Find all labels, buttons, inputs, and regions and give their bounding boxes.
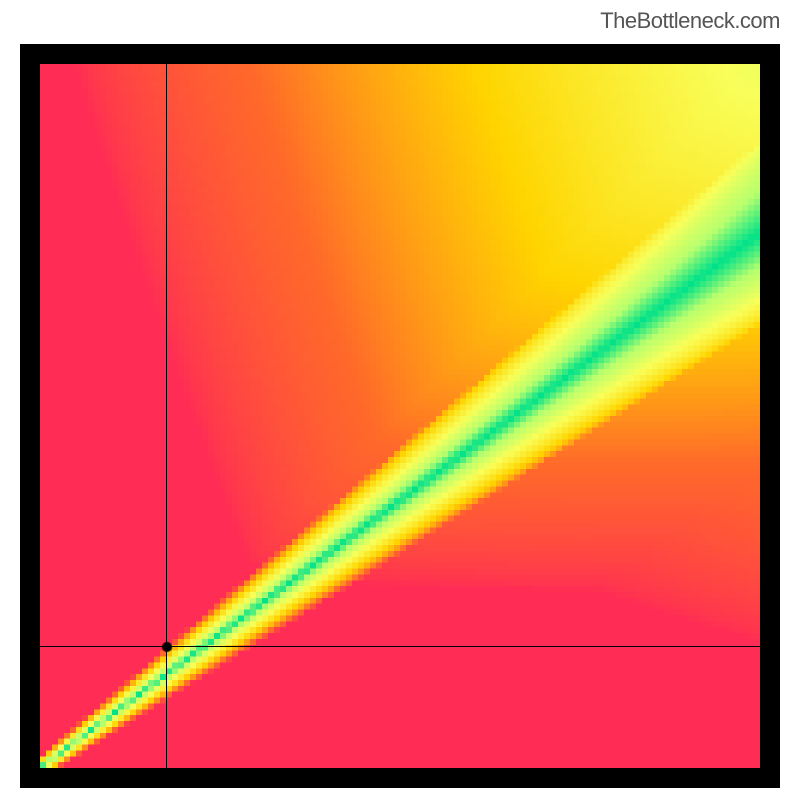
crosshair-marker — [161, 641, 173, 653]
watermark-text: TheBottleneck.com — [600, 8, 780, 34]
chart-container: TheBottleneck.com — [0, 0, 800, 800]
crosshair-horizontal — [40, 646, 760, 647]
crosshair-vertical — [166, 64, 167, 768]
heatmap-canvas — [40, 64, 760, 768]
